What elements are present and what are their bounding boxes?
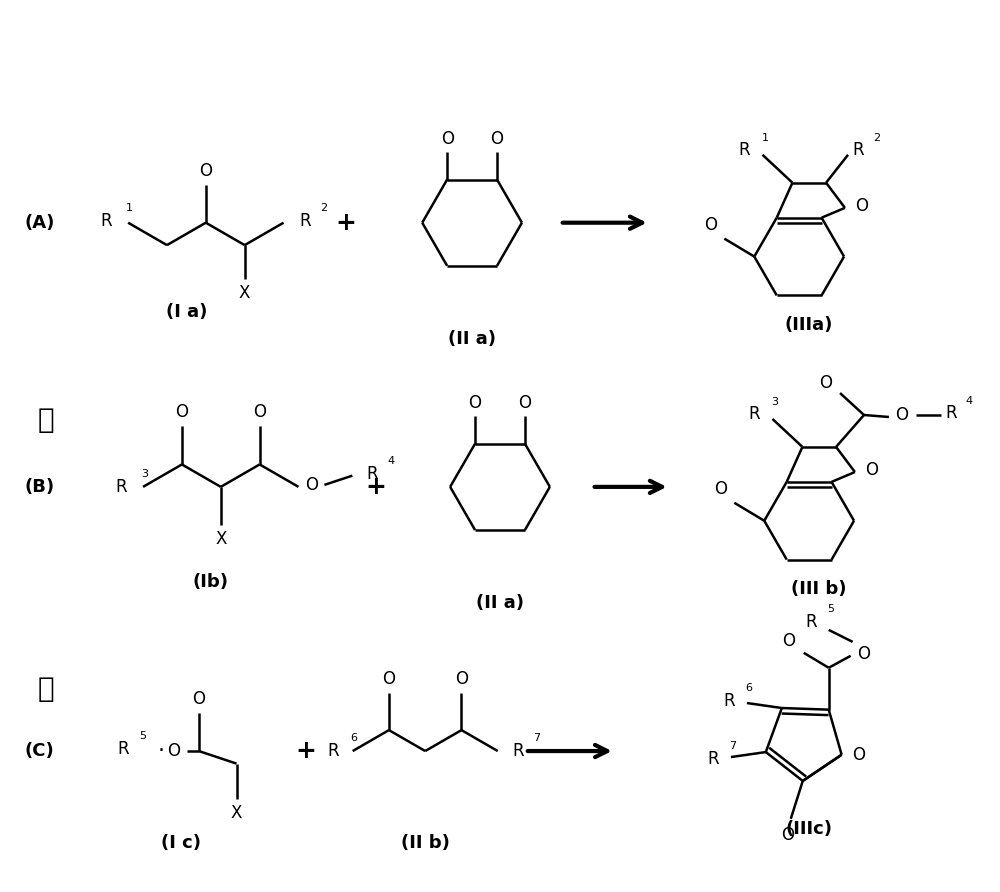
Text: O: O: [192, 690, 205, 708]
Text: 2: 2: [320, 202, 328, 212]
Text: R: R: [945, 404, 957, 422]
Text: 或: 或: [38, 675, 55, 703]
Text: (I c): (I c): [161, 834, 201, 852]
Text: R: R: [707, 750, 719, 768]
Text: X: X: [231, 805, 242, 822]
Text: O: O: [518, 394, 531, 412]
Text: (Ib): (Ib): [193, 573, 229, 591]
Text: (III b): (III b): [791, 581, 847, 599]
Text: R: R: [512, 742, 524, 760]
Text: R: R: [739, 141, 750, 159]
Text: R: R: [327, 742, 339, 760]
Text: 4: 4: [387, 456, 394, 466]
Text: O: O: [253, 403, 266, 421]
Text: R: R: [300, 211, 311, 230]
Text: 6: 6: [745, 683, 752, 693]
Text: O: O: [199, 161, 212, 179]
Text: (A): (A): [24, 214, 54, 232]
Text: 3: 3: [771, 397, 778, 407]
Text: R: R: [805, 613, 817, 631]
Text: O: O: [714, 480, 727, 498]
Text: (I a): (I a): [166, 303, 207, 321]
Text: R: R: [366, 465, 378, 483]
Text: +: +: [365, 475, 386, 499]
Text: O: O: [781, 826, 794, 844]
Text: O: O: [175, 403, 188, 421]
Text: 1: 1: [126, 202, 133, 212]
Text: O: O: [441, 129, 454, 148]
Text: 或: 或: [38, 406, 55, 434]
Text: 3: 3: [141, 469, 148, 479]
Text: R: R: [117, 740, 129, 758]
Text: (II a): (II a): [448, 330, 496, 348]
Text: 7: 7: [729, 741, 736, 751]
Text: O: O: [704, 216, 717, 234]
Text: (II b): (II b): [401, 834, 450, 852]
Text: O: O: [469, 394, 482, 412]
Text: X: X: [215, 530, 226, 548]
Text: (C): (C): [24, 742, 54, 760]
Text: 5: 5: [139, 731, 146, 741]
Text: X: X: [239, 284, 250, 301]
Text: O: O: [305, 475, 318, 494]
Text: 5: 5: [827, 604, 834, 614]
Text: R: R: [723, 692, 735, 710]
Text: 4: 4: [966, 396, 973, 406]
Text: O: O: [895, 406, 908, 424]
Text: ·: ·: [157, 741, 164, 761]
Text: O: O: [491, 129, 504, 148]
Text: O: O: [167, 742, 180, 760]
Text: (II a): (II a): [476, 594, 524, 612]
Text: 6: 6: [351, 733, 358, 743]
Text: R: R: [115, 478, 127, 496]
Text: O: O: [852, 746, 865, 764]
Text: O: O: [865, 461, 878, 479]
Text: R: R: [749, 405, 760, 423]
Text: R: R: [100, 211, 112, 230]
Text: +: +: [335, 211, 356, 235]
Text: O: O: [820, 374, 833, 392]
Text: 2: 2: [873, 133, 880, 143]
Text: 7: 7: [533, 733, 540, 743]
Text: O: O: [382, 670, 395, 689]
Text: O: O: [455, 670, 468, 689]
Text: R: R: [852, 141, 864, 159]
Text: 1: 1: [762, 133, 769, 143]
Text: O: O: [782, 632, 795, 650]
Text: O: O: [857, 645, 870, 663]
Text: O: O: [855, 197, 868, 215]
Text: (B): (B): [24, 478, 54, 496]
Text: (IIIa): (IIIa): [785, 317, 833, 334]
Text: (IIIc): (IIIc): [786, 820, 833, 838]
Text: +: +: [295, 739, 316, 763]
